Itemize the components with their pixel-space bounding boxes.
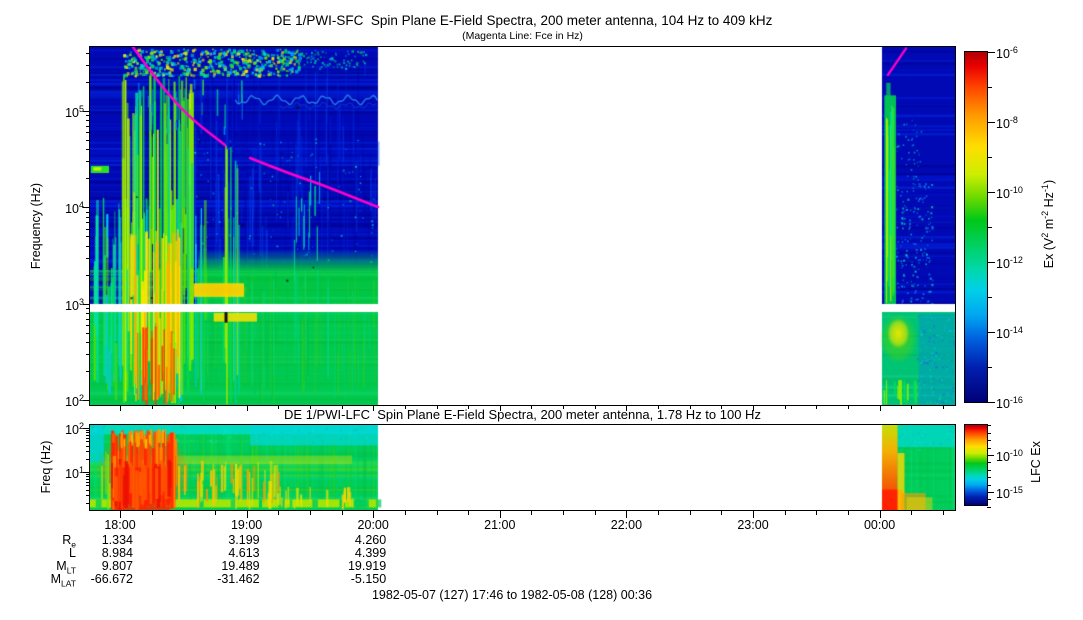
ephemeris-value: 8.984	[101, 546, 133, 560]
time-tick	[437, 511, 438, 515]
time-tick	[690, 511, 691, 515]
ephemeris-row-label: MLAT	[50, 572, 76, 589]
lfc-colorbar	[964, 424, 988, 506]
time-tick	[183, 511, 184, 515]
time-tick-label: 20:00	[357, 518, 389, 532]
ephemeris-value: 4.399	[354, 546, 387, 560]
sfc-colorbar-gradient	[965, 52, 987, 402]
ephemeris-value: 3.199	[228, 533, 260, 547]
sfc-colorbar-tick	[987, 332, 995, 333]
time-tick-label: 00:00	[863, 518, 896, 532]
time-tick	[880, 511, 881, 518]
time-tick	[753, 511, 754, 518]
sfc-colorbar-tick-label: 10-6	[996, 45, 1018, 62]
ephemeris-value: -5.150	[350, 572, 387, 586]
time-tick	[500, 511, 501, 518]
ephemeris-value: 4.260	[354, 533, 387, 547]
sfc-y-axis-label: Frequency (Hz)	[29, 182, 43, 270]
lfc-colorbar-label: LFC Ex	[1029, 441, 1043, 483]
time-tick	[373, 511, 374, 518]
lfc-plot-frame	[89, 424, 956, 511]
sfc-colorbar-label: Ex (V2 m-2 Hz-1)	[1039, 179, 1057, 269]
sfc-y-tick-label: 103	[65, 297, 84, 314]
ephemeris-value: -31.462	[217, 572, 260, 586]
sfc-spectrogram	[90, 47, 955, 405]
time-tick	[531, 511, 532, 515]
ephemeris-value: 19.919	[347, 559, 387, 573]
time-tick	[658, 511, 659, 515]
lfc-colorbar-tick	[987, 492, 994, 493]
time-tick	[785, 511, 786, 515]
time-tick-label: 21:00	[484, 518, 516, 532]
ephemeris-value: 1.334	[101, 533, 133, 547]
sfc-plot-frame	[89, 46, 956, 406]
time-tick	[816, 511, 817, 515]
time-tick	[563, 511, 564, 515]
ephemeris-value: -66.672	[90, 572, 133, 586]
time-tick	[721, 511, 722, 515]
time-tick	[310, 511, 311, 515]
lfc-colorbar-gradient	[965, 425, 987, 505]
lfc-colorbar-tick	[987, 507, 991, 508]
time-tick	[468, 511, 469, 515]
ephemeris-value: 19.489	[221, 559, 260, 573]
time-tick	[247, 511, 248, 518]
sfc-y-tick-label: 104	[65, 200, 84, 217]
time-tick	[152, 511, 153, 515]
ephemeris-value: 9.807	[101, 559, 133, 573]
time-tick	[405, 511, 406, 515]
time-tick	[848, 511, 849, 515]
time-tick-label: 23:00	[737, 518, 769, 532]
time-tick	[911, 511, 912, 515]
sfc-title: DE 1/PWI-SFC Spin Plane E-Field Spectra,…	[272, 13, 773, 28]
time-tick	[215, 511, 216, 515]
sfc-colorbar-tick	[987, 402, 995, 403]
lfc-title: DE 1/PWI-LFC Spin Plane E-Field Spectra,…	[284, 407, 761, 422]
time-tick	[626, 511, 627, 518]
time-tick	[278, 511, 279, 515]
sfc-colorbar	[964, 51, 988, 403]
time-range-footer: 1982-05-07 (127) 17:46 to 1982-05-08 (12…	[371, 588, 653, 602]
lfc-y-axis-label: Freq (Hz)	[39, 440, 53, 494]
lfc-spectrogram	[90, 425, 955, 510]
time-tick	[120, 511, 121, 518]
time-tick	[342, 511, 343, 515]
sfc-colorbar-tick	[987, 122, 995, 123]
sfc-colorbar-tick	[987, 262, 995, 263]
ephemeris-value: 4.613	[228, 546, 260, 560]
time-tick-label: 18:00	[104, 518, 136, 532]
time-tick-label: 22:00	[610, 518, 643, 532]
time-tick-label: 19:00	[230, 518, 263, 532]
sfc-y-tick-label: 105	[65, 104, 84, 121]
sfc-colorbar-tick	[987, 52, 995, 53]
lfc-colorbar-tick	[987, 455, 994, 456]
sfc-subtitle: (Magenta Line: Fce in Hz)	[462, 30, 583, 42]
time-tick	[943, 511, 944, 515]
time-tick	[595, 511, 596, 515]
sfc-colorbar-tick	[987, 192, 995, 193]
